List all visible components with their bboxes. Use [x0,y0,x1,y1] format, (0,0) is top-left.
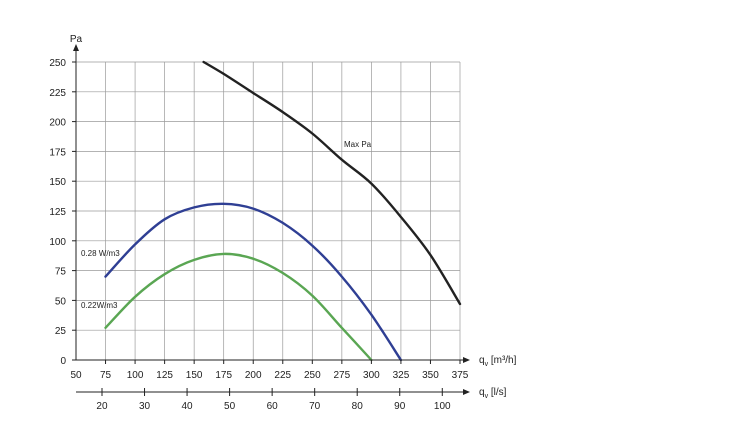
curves [104,60,462,362]
y-tick-label: 75 [55,267,67,278]
x2-axis-arrow [463,389,470,395]
x2-tick-label: 50 [224,401,236,412]
x2-tick-label: 80 [352,401,364,412]
x-tick-label: 225 [274,370,291,381]
y-tick-label: 250 [49,58,66,69]
labels: Max Pa 0.28 W/m3 0.22W/m3 50 75 100 125 150 175 2… [49,34,516,412]
x-tick-label: 200 [245,370,262,381]
fan-curve-022 [104,252,373,362]
y-tick-label: 25 [55,326,67,337]
x2-tick-label: 70 [309,401,321,412]
y-tick-label: 200 [49,118,66,129]
y-tick-label: 50 [55,296,67,307]
y-tick-label: 150 [49,177,66,188]
y-axis-arrow [73,44,79,51]
y-tick-label: 175 [49,147,66,158]
series-label: 0.22W/m3 [81,301,118,310]
y-tick-label: 125 [49,207,66,218]
fan-curve-028 [104,202,403,362]
x2-tick-label: 40 [182,401,194,412]
x-tick-label: 325 [393,370,410,381]
x-tick-label: 100 [127,370,144,381]
x2-tick-label: 100 [434,401,451,412]
x2-tick-label: 20 [96,401,108,412]
series-label: Max Pa [344,140,372,149]
x2-tick-label: 90 [394,401,406,412]
x-axis-arrow [463,357,470,363]
x-tick-label: 350 [422,370,439,381]
y-tick-label: 225 [49,88,66,99]
x-tick-label: 250 [304,370,321,381]
y-tick-label: 100 [49,237,66,248]
x2-axis-unit: qv [l/s] [479,387,507,400]
x-tick-label: 75 [100,370,112,381]
max-pa-curve [202,60,462,306]
x-tick-label: 175 [215,370,232,381]
x-tick-label: 300 [363,370,380,381]
x-axis-unit: qv [m³/h] [479,355,517,368]
x-tick-label: 50 [70,370,82,381]
series-label: 0.28 W/m3 [81,249,120,258]
y-tick-label: 0 [60,356,66,367]
x-tick-label: 275 [334,370,351,381]
x-tick-label: 150 [186,370,203,381]
x2-tick-label: 30 [139,401,151,412]
y-axis-unit: Pa [70,34,83,45]
grid [76,61,461,360]
x2-tick-label: 60 [267,401,279,412]
x-tick-label: 125 [156,370,173,381]
axes [72,44,470,396]
x-tick-label: 375 [452,370,469,381]
